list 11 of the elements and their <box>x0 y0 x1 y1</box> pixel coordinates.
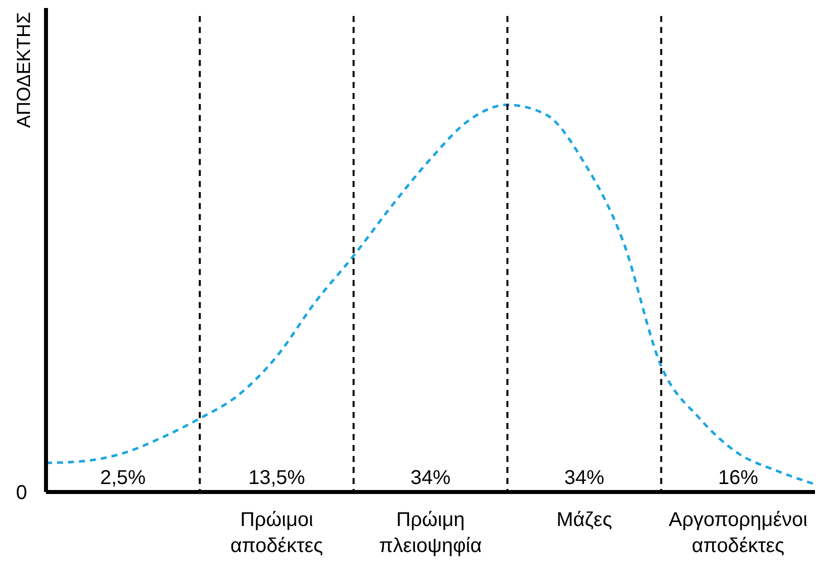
y-axis-title: ΑΠΟΔΕΚΤΗΣ <box>14 12 35 128</box>
annotation: 34% <box>564 467 605 489</box>
x-tick-label: Πρώιμοι αποδέκτες <box>230 509 324 557</box>
annotation: 16% <box>718 467 758 489</box>
annotation: 2,5% <box>100 467 146 489</box>
text: 0 <box>16 482 28 504</box>
x-tick-label: Μάζες <box>556 509 612 531</box>
x-tick-label: Πρώιμη πλειοψηφία <box>379 509 482 557</box>
x-tick-label: Αργοπορημένοι αποδέκτες <box>668 509 808 557</box>
annotation: 13,5% <box>248 467 306 489</box>
annotation: 34% <box>410 467 451 489</box>
